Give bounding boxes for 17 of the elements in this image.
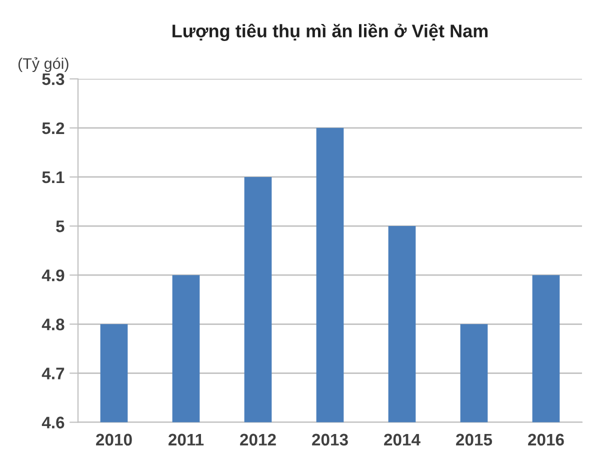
y-tick-label: 5.1: [42, 172, 64, 184]
x-tick-label: 2012: [240, 434, 276, 446]
y-tick-label: 4.7: [42, 368, 64, 380]
x-tick-label: 2013: [312, 434, 348, 446]
y-tick-label: 5.2: [42, 122, 64, 134]
x-tick-label: 2015: [456, 434, 492, 446]
y-tick-label: 4.6: [42, 416, 64, 428]
y-tick-label: 4.8: [42, 318, 64, 330]
y-axis-title: (Tỷ gói): [18, 57, 68, 72]
y-tick-label: 5.3: [42, 73, 64, 86]
y-tick-label: 5: [56, 220, 64, 232]
x-tick-label: 2016: [528, 434, 564, 446]
x-tick-label: 2010: [96, 434, 132, 446]
y-tick-label: 4.9: [42, 269, 64, 282]
x-tick-label: 2014: [384, 434, 420, 446]
x-tick-label: 2011: [168, 434, 204, 446]
chart-title: Lượng tiêu thụ mì ăn liền ở Việt Nam: [172, 23, 488, 42]
